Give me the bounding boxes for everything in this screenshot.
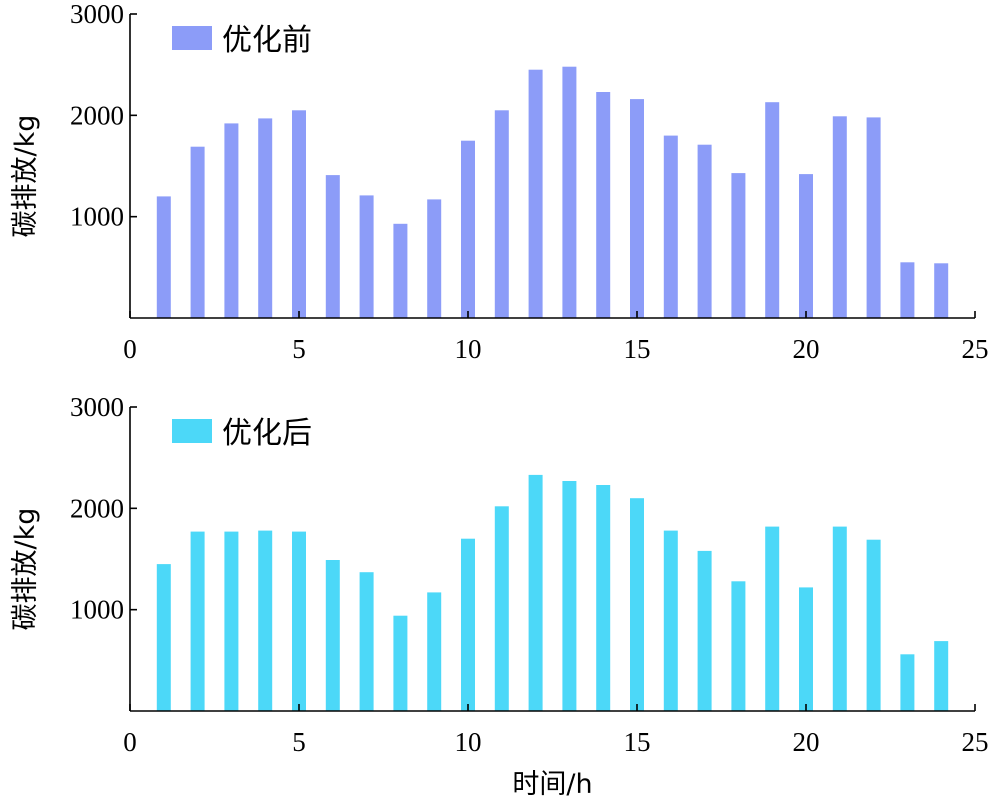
bar [156,196,171,318]
bar [528,474,543,711]
bar [494,506,509,711]
bar [528,69,543,318]
bar [359,572,374,711]
x-tick-label: 25 [962,334,989,364]
x-tick-label: 10 [455,334,482,364]
bar [562,66,577,318]
bar [697,550,712,711]
bar [461,140,475,318]
bar [393,615,408,711]
y-tick-label: 2000 [70,493,124,523]
bar [190,531,205,711]
bar [359,195,374,318]
y-tick-label: 1000 [70,202,124,232]
x-tick-label: 5 [292,727,306,757]
legend-label: 优化前 [222,23,312,58]
x-tick-label: 0 [123,334,137,364]
y-axis-label: 碳排放/kg [10,508,41,631]
legend-swatch [172,419,212,443]
bar [832,526,847,711]
bar [866,539,881,711]
bar [832,116,847,318]
bar [663,135,678,318]
y-axis-label: 碳排放/kg [10,115,41,238]
bar [765,526,780,711]
x-tick-label: 25 [962,727,989,757]
y-tick-label: 2000 [70,100,124,130]
bar [900,654,915,711]
legend-swatch [172,26,212,50]
x-tick-label: 15 [624,334,651,364]
bar [596,92,611,318]
bar [494,110,509,318]
x-tick-label: 15 [624,727,651,757]
x-axis-label: 时间/h [512,769,592,800]
bar [866,117,881,319]
x-tick-label: 5 [292,334,306,364]
bar [156,564,171,711]
bar [325,175,340,318]
bar [190,146,205,318]
x-tick-label: 0 [123,727,137,757]
bar [596,485,611,711]
x-tick-label: 20 [793,334,820,364]
bar [663,530,678,711]
bar [258,118,273,319]
bar [258,530,273,711]
bar [731,173,746,318]
bar [900,262,915,318]
bar [934,641,949,711]
bar [427,199,442,318]
bar [325,560,340,711]
legend-label: 优化后 [222,416,312,451]
bar [799,174,813,318]
bar [292,110,306,318]
x-tick-label: 20 [793,727,820,757]
y-tick-label: 3000 [70,0,124,29]
bar [562,481,577,711]
bar [461,538,475,711]
chart-panel-1: 0 5 10 15 20 25 1000 2000 3000 碳排放/kg 优化前 [10,0,989,364]
bar [630,99,644,318]
y-tick-label: 1000 [70,595,124,625]
bar [697,144,712,318]
bar [765,102,780,318]
y-tick-label: 3000 [70,392,124,422]
bar [427,592,442,711]
bar [393,223,408,318]
bar [799,587,813,711]
bar [731,581,746,711]
x-tick-label: 10 [455,727,482,757]
bar [292,531,306,711]
bar [630,498,644,711]
bar [934,263,949,318]
bar [224,123,239,319]
bar [224,531,239,711]
